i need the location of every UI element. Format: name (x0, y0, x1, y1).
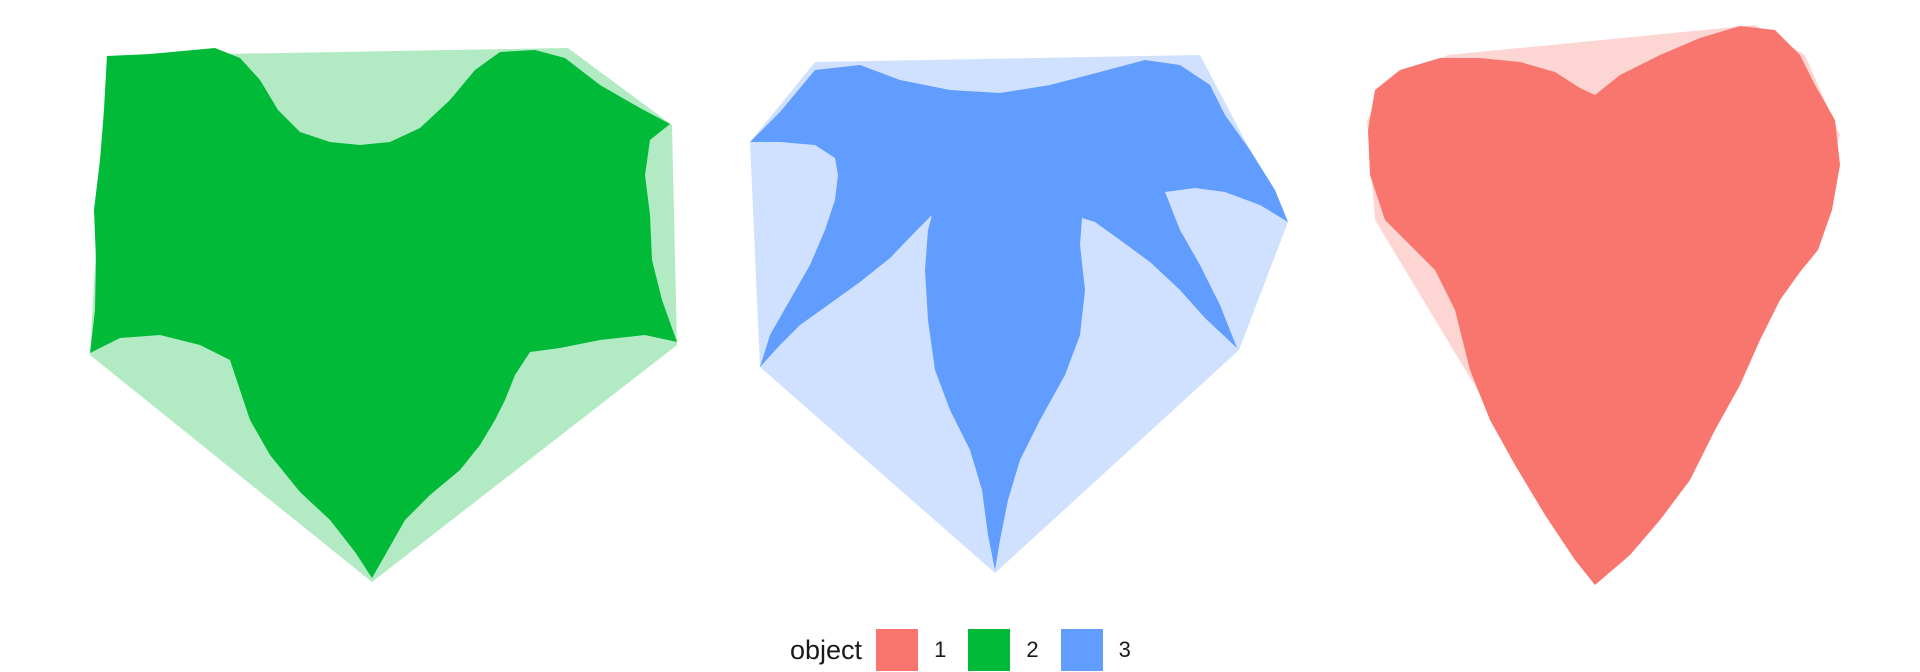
legend: object 1 2 3 (790, 628, 1153, 672)
legend-label-2: 2 (1026, 637, 1039, 662)
legend-label-1: 1 (934, 637, 947, 662)
legend-key-3 (1060, 629, 1103, 671)
object-1-shape (1368, 26, 1840, 585)
object-3-shape (750, 60, 1288, 570)
legend-item-2: 2 (968, 629, 1039, 671)
object-2-shape (90, 48, 677, 578)
object-1-group (1367, 25, 1840, 585)
legend-key-2 (968, 629, 1011, 671)
object-3-group (750, 55, 1288, 573)
plot-area (90, 25, 1840, 585)
object-2-group (90, 48, 677, 582)
legend-item-3: 3 (1060, 629, 1131, 671)
legend-label-3: 3 (1118, 637, 1131, 662)
legend-item-1: 1 (876, 629, 946, 671)
legend-title: object (790, 634, 863, 665)
legend-key-1 (876, 629, 919, 671)
